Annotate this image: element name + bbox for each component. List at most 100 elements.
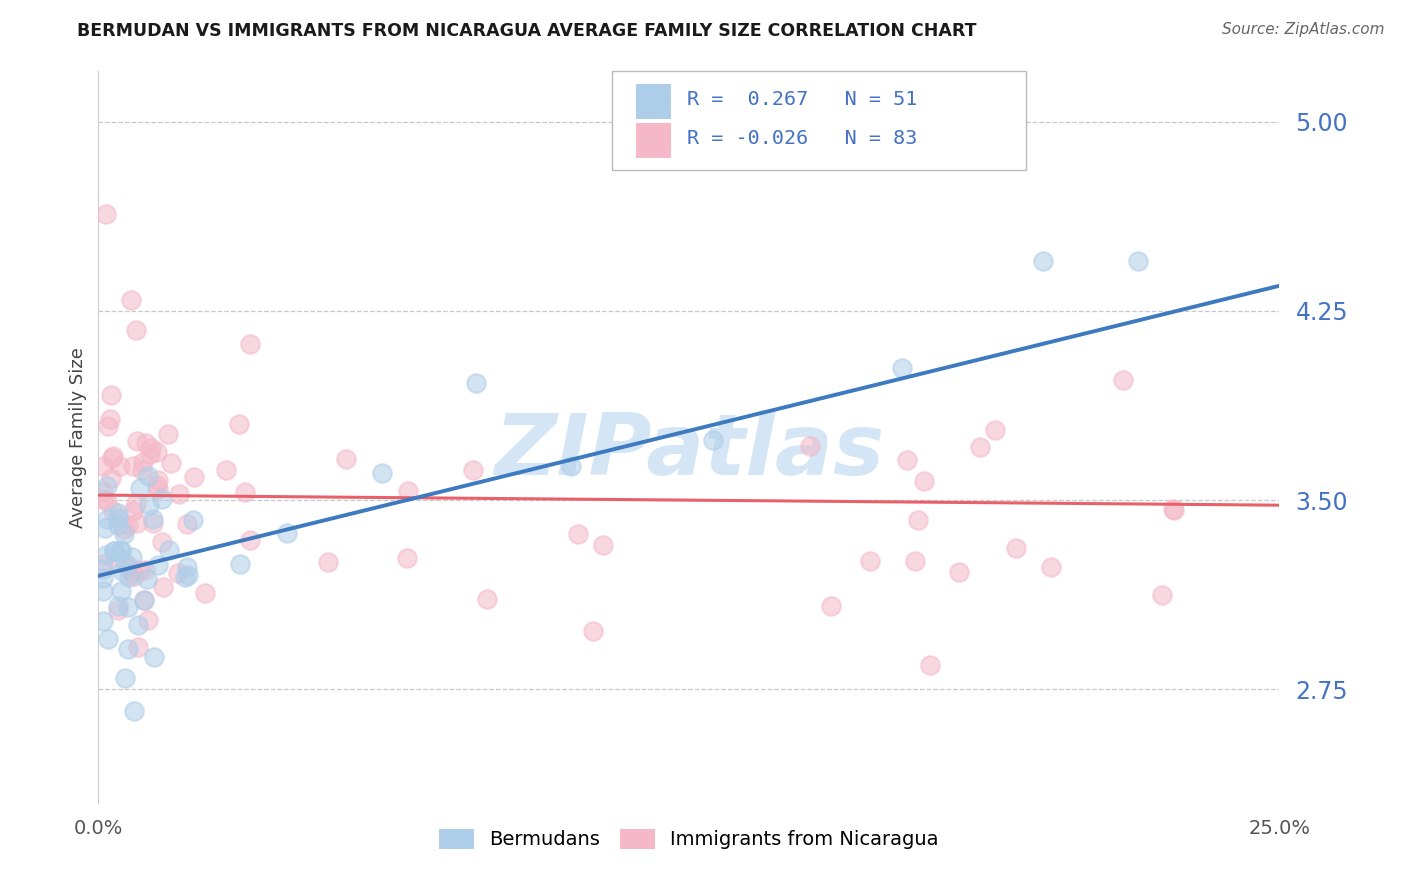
Point (91, 614, 114, 628)
Point (91, 485, 114, 500)
Legend: Bermudans, Immigrants from Nicaragua: Bermudans, Immigrants from Nicaragua (433, 823, 945, 855)
Point (1152, 588, 1174, 602)
Point (948, 565, 970, 579)
Point (121, 566, 143, 580)
Point (176, 517, 198, 532)
Point (1126, 253, 1149, 268)
Point (859, 554, 882, 568)
Point (142, 512, 165, 526)
FancyBboxPatch shape (612, 71, 1025, 170)
Point (111, 564, 134, 578)
Point (107, 517, 129, 532)
Point (169, 487, 191, 501)
Point (463, 463, 485, 477)
Point (166, 566, 188, 580)
Point (120, 293, 142, 307)
Point (177, 568, 200, 582)
Point (110, 544, 132, 558)
Point (122, 704, 145, 718)
Point (912, 474, 935, 488)
Point (114, 556, 136, 570)
Point (157, 542, 180, 557)
Point (107, 602, 129, 616)
Point (145, 444, 167, 458)
Text: BERMUDAN VS IMMIGRANTS FROM NICARAGUA AVERAGE FAMILY SIZE CORRELATION CHART: BERMUDAN VS IMMIGRANTS FROM NICARAGUA AV… (77, 22, 977, 40)
Point (896, 453, 918, 467)
Text: R =  0.267   N = 51: R = 0.267 N = 51 (686, 90, 917, 109)
Point (131, 463, 153, 477)
Point (139, 447, 162, 461)
Point (127, 640, 149, 654)
Point (107, 599, 129, 613)
Text: Source: ZipAtlas.com: Source: ZipAtlas.com (1222, 22, 1385, 37)
Point (465, 376, 488, 390)
Text: ZIPatlas: ZIPatlas (494, 410, 884, 493)
Point (112, 527, 135, 541)
Point (91, 459, 114, 474)
Point (118, 570, 141, 584)
Point (239, 533, 262, 548)
Point (146, 558, 169, 572)
Point (581, 624, 603, 639)
Point (127, 618, 149, 632)
Point (135, 572, 157, 586)
Point (118, 560, 141, 574)
Point (134, 592, 156, 607)
Point (100, 388, 122, 402)
Point (121, 549, 143, 564)
Point (127, 434, 149, 448)
Point (134, 593, 156, 607)
Point (96, 512, 118, 526)
Point (117, 642, 139, 657)
Point (103, 544, 125, 558)
Point (148, 473, 170, 487)
Text: R = -0.026   N = 83: R = -0.026 N = 83 (686, 129, 917, 148)
Point (131, 455, 153, 469)
Point (183, 470, 205, 484)
Point (276, 525, 298, 540)
Point (181, 512, 204, 526)
Point (96, 479, 118, 493)
Point (136, 613, 159, 627)
Point (1161, 502, 1184, 516)
Point (114, 671, 136, 685)
Point (128, 563, 150, 577)
Point (135, 436, 157, 450)
Point (918, 658, 941, 673)
Bar (636, 84, 671, 119)
Point (136, 468, 159, 483)
Point (108, 459, 131, 474)
Point (100, 471, 122, 485)
Point (1163, 503, 1185, 517)
Point (592, 538, 614, 552)
Point (148, 483, 170, 497)
Point (157, 426, 180, 441)
Point (100, 450, 122, 465)
Point (316, 555, 339, 569)
Point (983, 423, 1005, 437)
Point (239, 337, 262, 351)
Point (91, 557, 114, 571)
Bar (636, 122, 671, 158)
Point (96, 207, 118, 221)
Point (229, 557, 252, 571)
Point (560, 458, 582, 473)
Point (150, 535, 173, 549)
Point (97, 632, 120, 647)
Point (215, 463, 238, 477)
Point (104, 555, 127, 569)
Point (96, 493, 118, 508)
Point (152, 580, 174, 594)
Point (194, 585, 217, 599)
Point (371, 466, 394, 480)
Point (101, 449, 124, 463)
Point (103, 504, 125, 518)
Point (969, 440, 991, 454)
Point (107, 506, 129, 520)
Point (820, 599, 842, 614)
Point (702, 434, 724, 448)
Point (173, 570, 195, 584)
Point (98, 412, 121, 426)
Point (1032, 253, 1054, 268)
Point (107, 511, 129, 525)
